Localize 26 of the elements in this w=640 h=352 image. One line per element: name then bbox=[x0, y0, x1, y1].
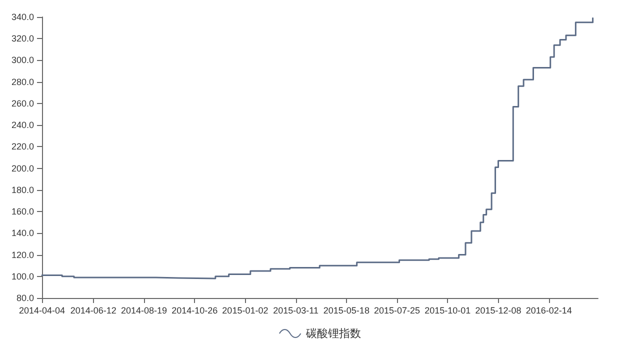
y-tick-label: 140.0 bbox=[11, 228, 34, 238]
x-tick-label: 2015-07-25 bbox=[374, 306, 420, 316]
y-tick-label: 120.0 bbox=[11, 250, 34, 260]
x-tick-label: 2015-01-02 bbox=[222, 306, 268, 316]
y-tick-label: 200.0 bbox=[11, 163, 34, 174]
x-tick-label: 2014-04-04 bbox=[18, 306, 66, 316]
y-tick-label: 300.0 bbox=[11, 55, 34, 66]
y-tick-label: 280.0 bbox=[11, 76, 34, 87]
x-tick-label: 2014-10-26 bbox=[172, 306, 218, 316]
x-tick-label: 2015-05-18 bbox=[323, 306, 370, 316]
y-tick-label: 340.0 bbox=[11, 12, 34, 22]
y-tick-label: 180.0 bbox=[11, 184, 34, 195]
x-tick-label: 2015-10-01 bbox=[424, 306, 471, 316]
y-tick-label: 320.0 bbox=[11, 34, 34, 44]
y-tick-label: 240.0 bbox=[11, 120, 34, 130]
legend-label: 碳酸锂指数 bbox=[305, 327, 362, 340]
y-tick-label: 80.0 bbox=[16, 293, 34, 303]
y-tick-label: 260.0 bbox=[11, 98, 34, 108]
x-tick-label: 2014-06-12 bbox=[70, 306, 116, 316]
y-tick-label: 100.0 bbox=[11, 271, 34, 282]
x-tick-label: 2015-03-11 bbox=[273, 306, 318, 316]
y-tick-label: 220.0 bbox=[11, 142, 34, 152]
x-tick-label: 2015-12-08 bbox=[475, 306, 522, 316]
y-tick-label: 160.0 bbox=[11, 206, 34, 217]
x-tick-label: 2016-02-14 bbox=[526, 306, 572, 316]
x-tick-label: 2014-08-19 bbox=[120, 306, 167, 316]
